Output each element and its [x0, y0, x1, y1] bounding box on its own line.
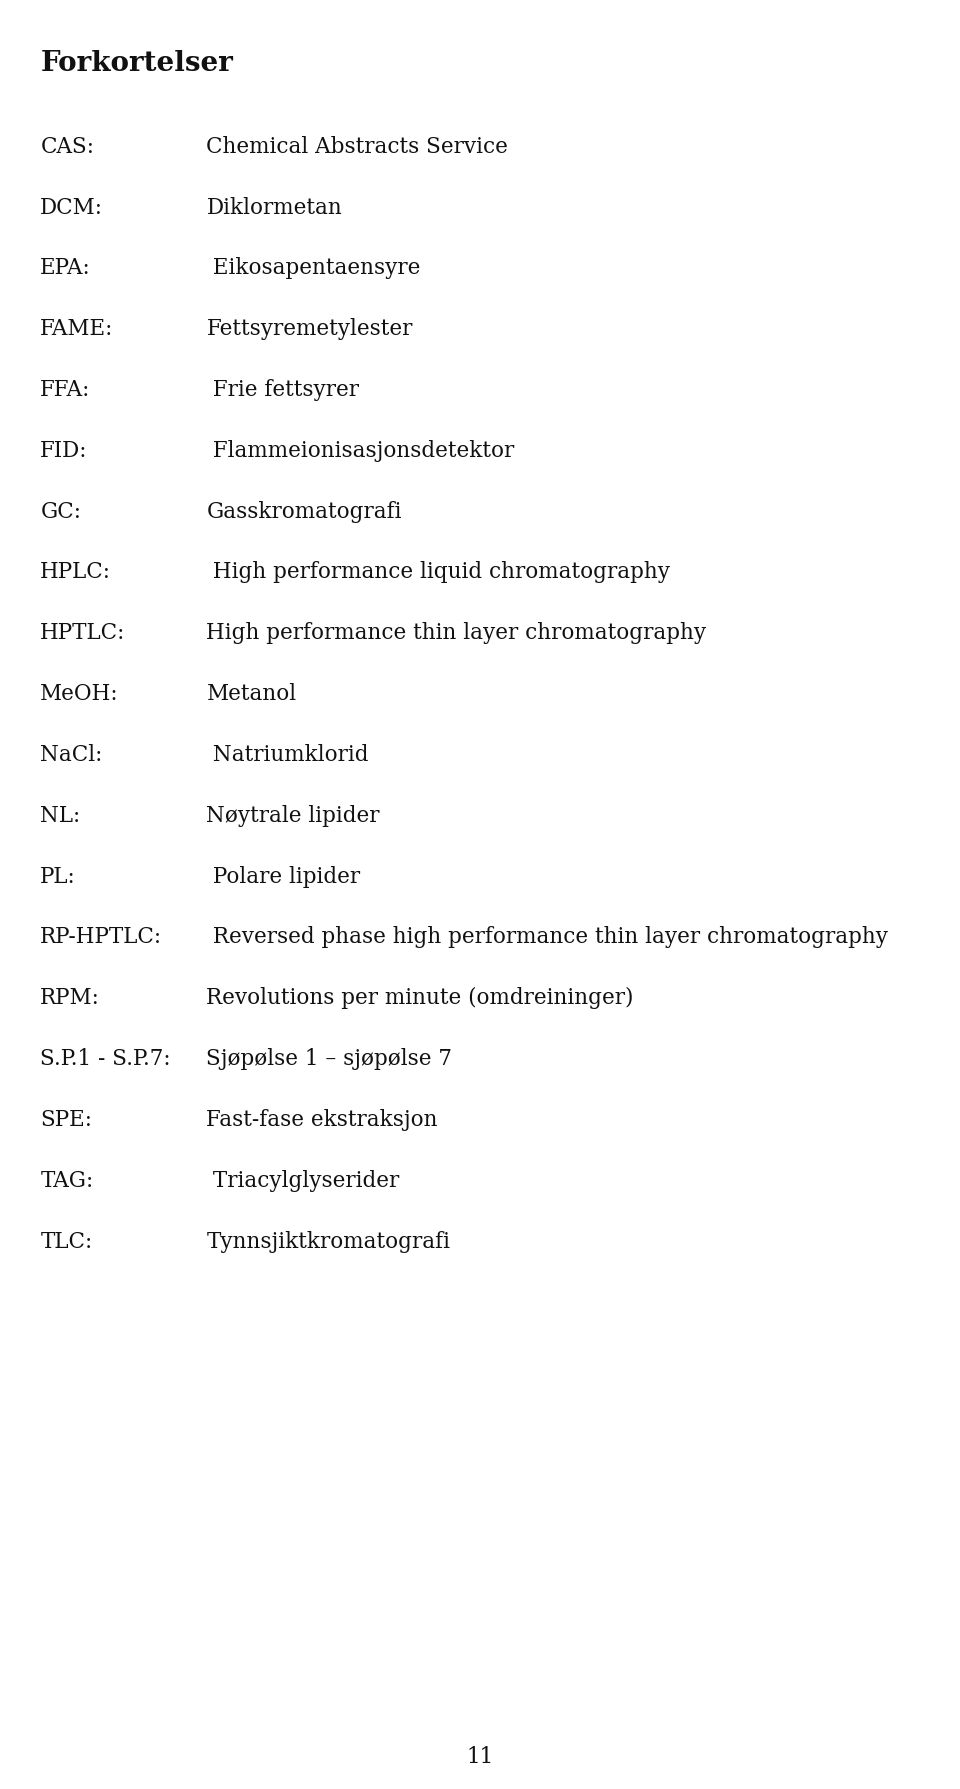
Text: SPE:: SPE: [40, 1109, 92, 1131]
Text: Triacylglyserider: Triacylglyserider [206, 1170, 399, 1191]
Text: DCM:: DCM: [40, 197, 104, 218]
Text: Tynnsjiktkromatografi: Tynnsjiktkromatografi [206, 1231, 450, 1252]
Text: FID:: FID: [40, 440, 87, 462]
Text: HPLC:: HPLC: [40, 562, 111, 583]
Text: 11: 11 [467, 1746, 493, 1768]
Text: Polare lipider: Polare lipider [206, 866, 361, 887]
Text: Frie fettsyrer: Frie fettsyrer [206, 379, 359, 401]
Text: Diklormetan: Diklormetan [206, 197, 342, 218]
Text: EPA:: EPA: [40, 258, 91, 279]
Text: NaCl:: NaCl: [40, 744, 103, 766]
Text: NL:: NL: [40, 805, 81, 827]
Text: RPM:: RPM: [40, 988, 100, 1009]
Text: Flammeionisasjonsdetektor: Flammeionisasjonsdetektor [206, 440, 515, 462]
Text: Forkortelser: Forkortelser [40, 50, 233, 77]
Text: Natriumklorid: Natriumklorid [206, 744, 369, 766]
Text: PL:: PL: [40, 866, 76, 887]
Text: Fast-fase ekstraksjon: Fast-fase ekstraksjon [206, 1109, 438, 1131]
Text: S.P.1 - S.P.7:: S.P.1 - S.P.7: [40, 1048, 171, 1070]
Text: Metanol: Metanol [206, 683, 297, 705]
Text: TLC:: TLC: [40, 1231, 92, 1252]
Text: Sjøpølse 1 – sjøpølse 7: Sjøpølse 1 – sjøpølse 7 [206, 1048, 452, 1070]
Text: FAME:: FAME: [40, 318, 113, 340]
Text: Nøytrale lipider: Nøytrale lipider [206, 805, 380, 827]
Text: Fettsyremetylester: Fettsyremetylester [206, 318, 413, 340]
Text: RP-HPTLC:: RP-HPTLC: [40, 927, 162, 948]
Text: Reversed phase high performance thin layer chromatography: Reversed phase high performance thin lay… [206, 927, 888, 948]
Text: Eikosapentaensyre: Eikosapentaensyre [206, 258, 420, 279]
Text: GC:: GC: [40, 501, 82, 522]
Text: TAG:: TAG: [40, 1170, 93, 1191]
Text: Chemical Abstracts Service: Chemical Abstracts Service [206, 136, 508, 157]
Text: HPTLC:: HPTLC: [40, 623, 126, 644]
Text: High performance liquid chromatography: High performance liquid chromatography [206, 562, 670, 583]
Text: Gasskromatografi: Gasskromatografi [206, 501, 402, 522]
Text: MeOH:: MeOH: [40, 683, 119, 705]
Text: High performance thin layer chromatography: High performance thin layer chromatograp… [206, 623, 707, 644]
Text: CAS:: CAS: [40, 136, 94, 157]
Text: Revolutions per minute (omdreininger): Revolutions per minute (omdreininger) [206, 988, 634, 1009]
Text: FFA:: FFA: [40, 379, 90, 401]
